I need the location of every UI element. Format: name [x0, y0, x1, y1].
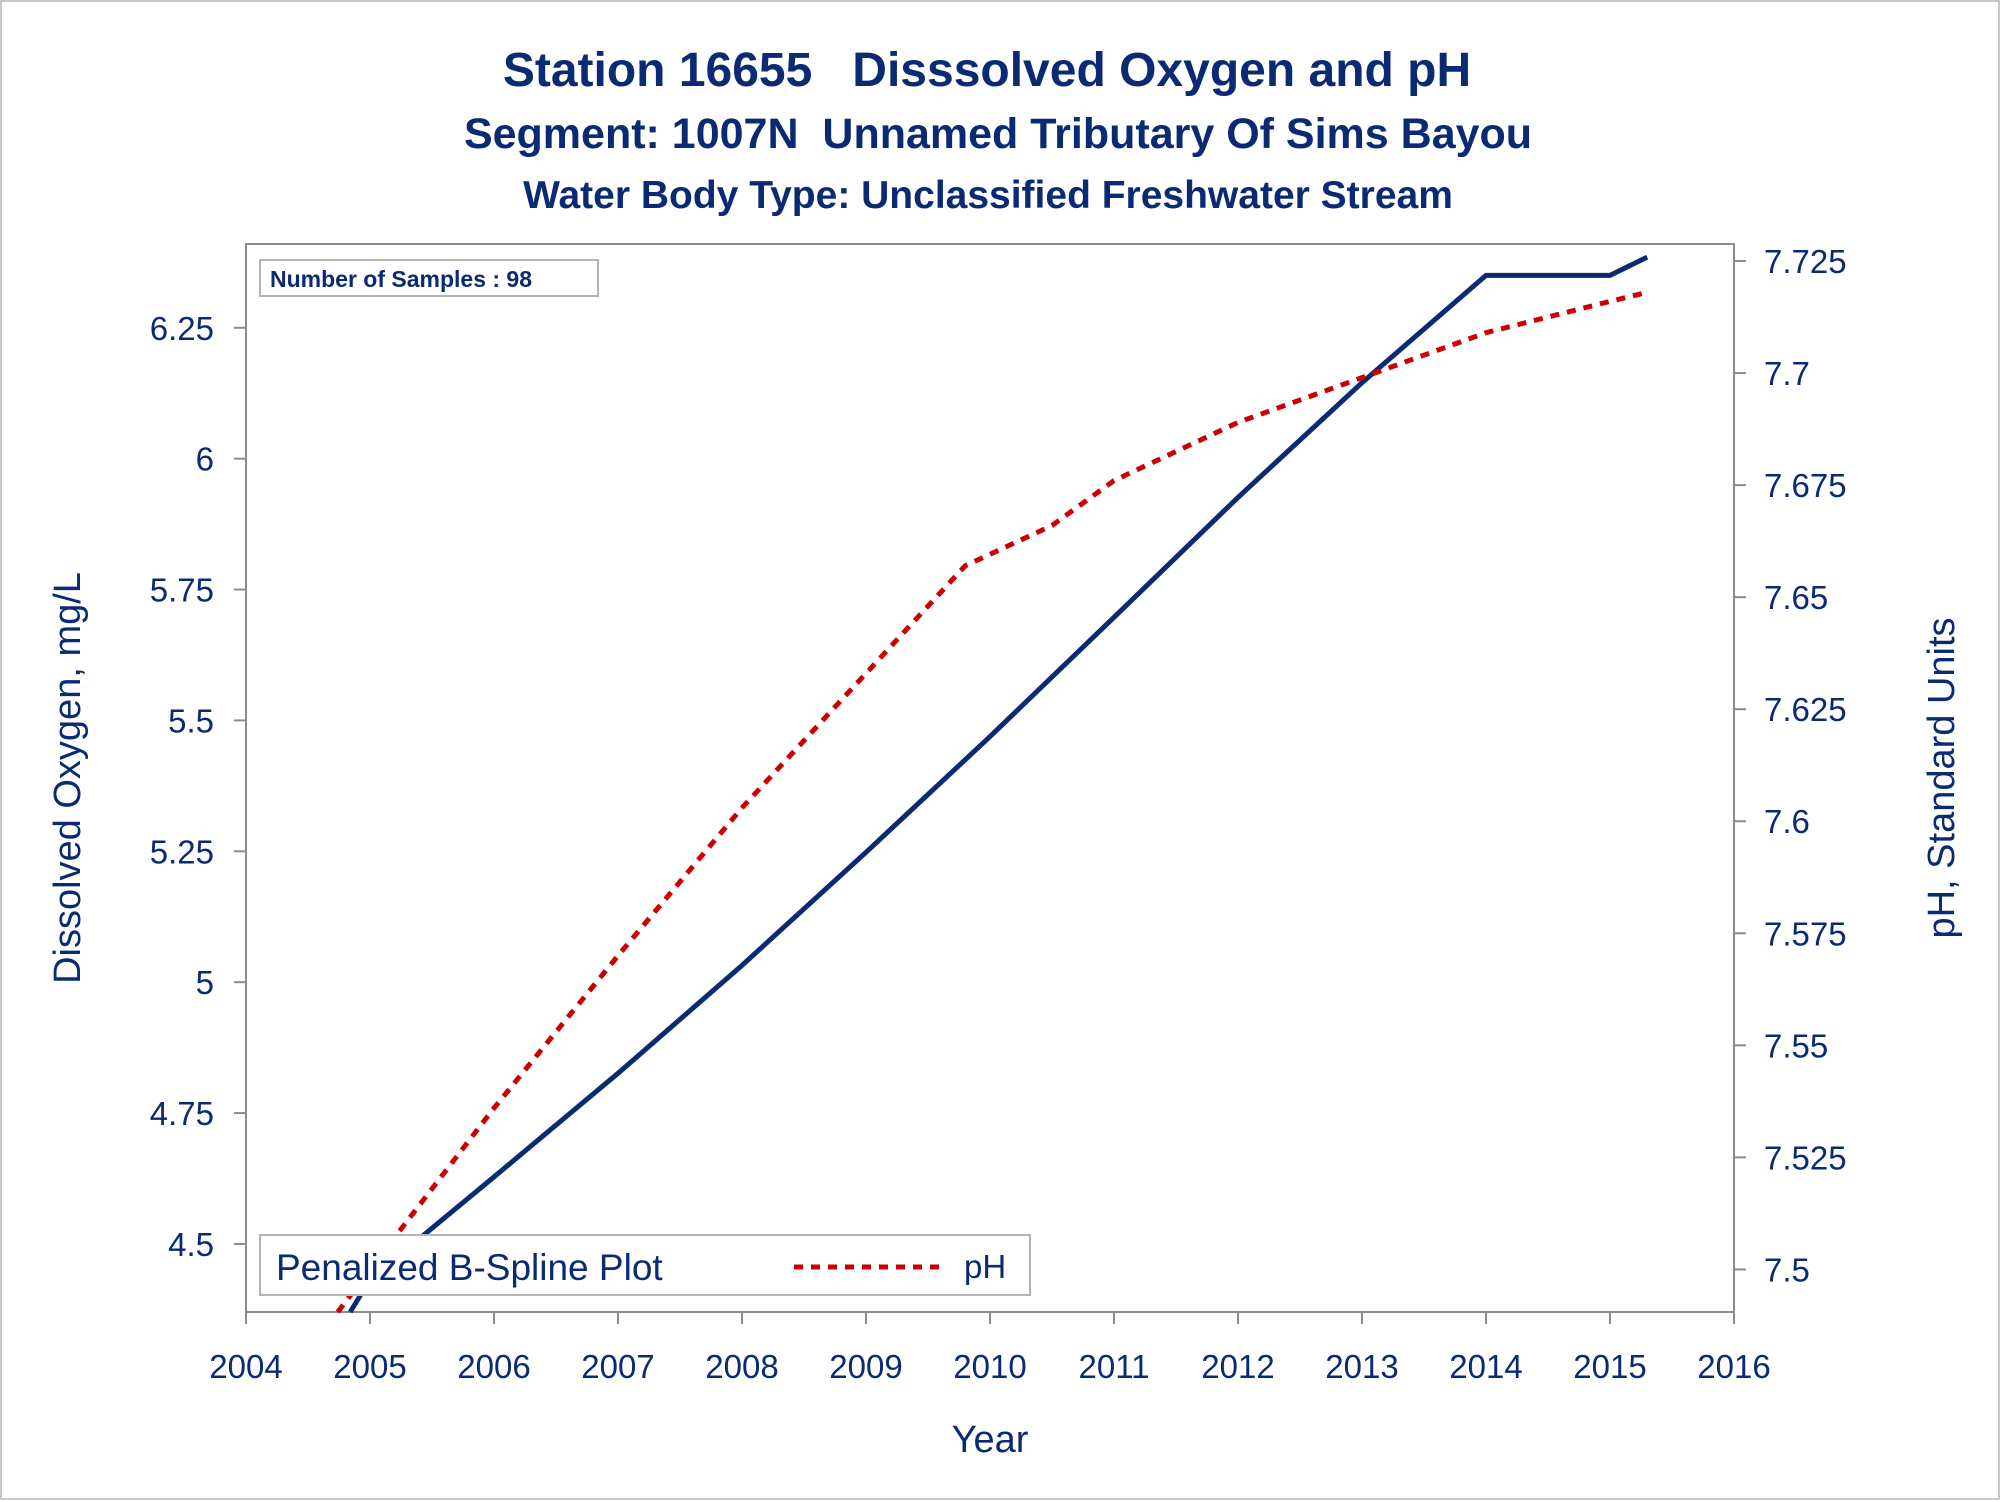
- y-left-tick-label: 5.25: [150, 833, 214, 870]
- y-right-tick-label: 7.625: [1764, 691, 1847, 728]
- x-tick-label: 2016: [1697, 1348, 1770, 1385]
- y-right-tick-label: 7.6: [1764, 803, 1810, 840]
- y-left-tick-label: 5.5: [168, 702, 214, 739]
- x-axis: 2004 2005 2006 2007 2008 2009 2010 2011 2012 2013…: [209, 1312, 1771, 1385]
- x-tick-label: 2004: [209, 1348, 282, 1385]
- x-tick-label: 2012: [1201, 1348, 1274, 1385]
- y-axis-right: 7.5 7.525 7.55 7.575 7.6 7.625 7.65 7.675 7.7 7.7…: [1734, 243, 1847, 1288]
- y-left-tick-label: 5.75: [150, 572, 214, 609]
- y-left-tick-label: 6: [196, 441, 214, 478]
- chart-subtitle: Segment: 1007N Unnamed Tributary Of Sims…: [464, 110, 1532, 158]
- y-left-tick-label: 6.25: [150, 310, 214, 347]
- plot-area: [245, 243, 1735, 1313]
- inset-box: [259, 259, 599, 297]
- y-left-tick-label: 4.75: [150, 1095, 214, 1132]
- y-axis-left: 4.5 4.75 5 5.25 5.5 5.75 6 6.25: [150, 310, 246, 1263]
- chart-subtitle-2: Water Body Type: Unclassified Freshwater…: [523, 174, 1453, 217]
- x-tick-label: 2008: [705, 1348, 778, 1385]
- x-tick-label: 2010: [953, 1348, 1026, 1385]
- y-right-tick-label: 7.55: [1764, 1027, 1828, 1064]
- y-left-tick-label: 4.5: [168, 1226, 214, 1263]
- chart-title: Station 16655 Disssolved Oxygen and pH: [503, 44, 1471, 97]
- x-tick-label: 2015: [1573, 1348, 1646, 1385]
- y-right-tick-label: 7.525: [1764, 1139, 1847, 1176]
- y-right-tick-label: 7.575: [1764, 915, 1847, 952]
- legend-ph-label: pH: [964, 1248, 1006, 1285]
- x-tick-label: 2011: [1079, 1348, 1150, 1385]
- y-right-tick-label: 7.725: [1764, 243, 1847, 280]
- legend-title: Penalized B-Spline Plot: [276, 1247, 663, 1288]
- y-left-tick-label: 5: [196, 964, 214, 1001]
- x-tick-label: 2013: [1325, 1348, 1398, 1385]
- series-ph-line: [335, 289, 1648, 1314]
- x-tick-label: 2005: [333, 1348, 406, 1385]
- y-right-tick-label: 7.5: [1764, 1251, 1810, 1288]
- x-tick-label: 2007: [581, 1348, 654, 1385]
- y-right-tick-label: 7.675: [1764, 467, 1847, 504]
- x-tick-label: 2009: [829, 1348, 902, 1385]
- y-right-tick-label: 7.7: [1764, 355, 1810, 392]
- y-axis-right-label: pH, Standard Units: [1921, 617, 1963, 938]
- x-tick-label: 2014: [1449, 1348, 1522, 1385]
- x-axis-label: Year: [952, 1419, 1029, 1461]
- y-right-tick-label: 7.65: [1764, 579, 1828, 616]
- legend: Penalized B-Spline Plot pH: [259, 1234, 1031, 1296]
- series-dissolved-oxygen-line: [348, 254, 1649, 1314]
- x-tick-label: 2006: [457, 1348, 530, 1385]
- y-axis-left-label: Dissolved Oxygen, mg/L: [47, 572, 89, 984]
- inset-sample-count: Number of Samples : 98: [270, 266, 532, 292]
